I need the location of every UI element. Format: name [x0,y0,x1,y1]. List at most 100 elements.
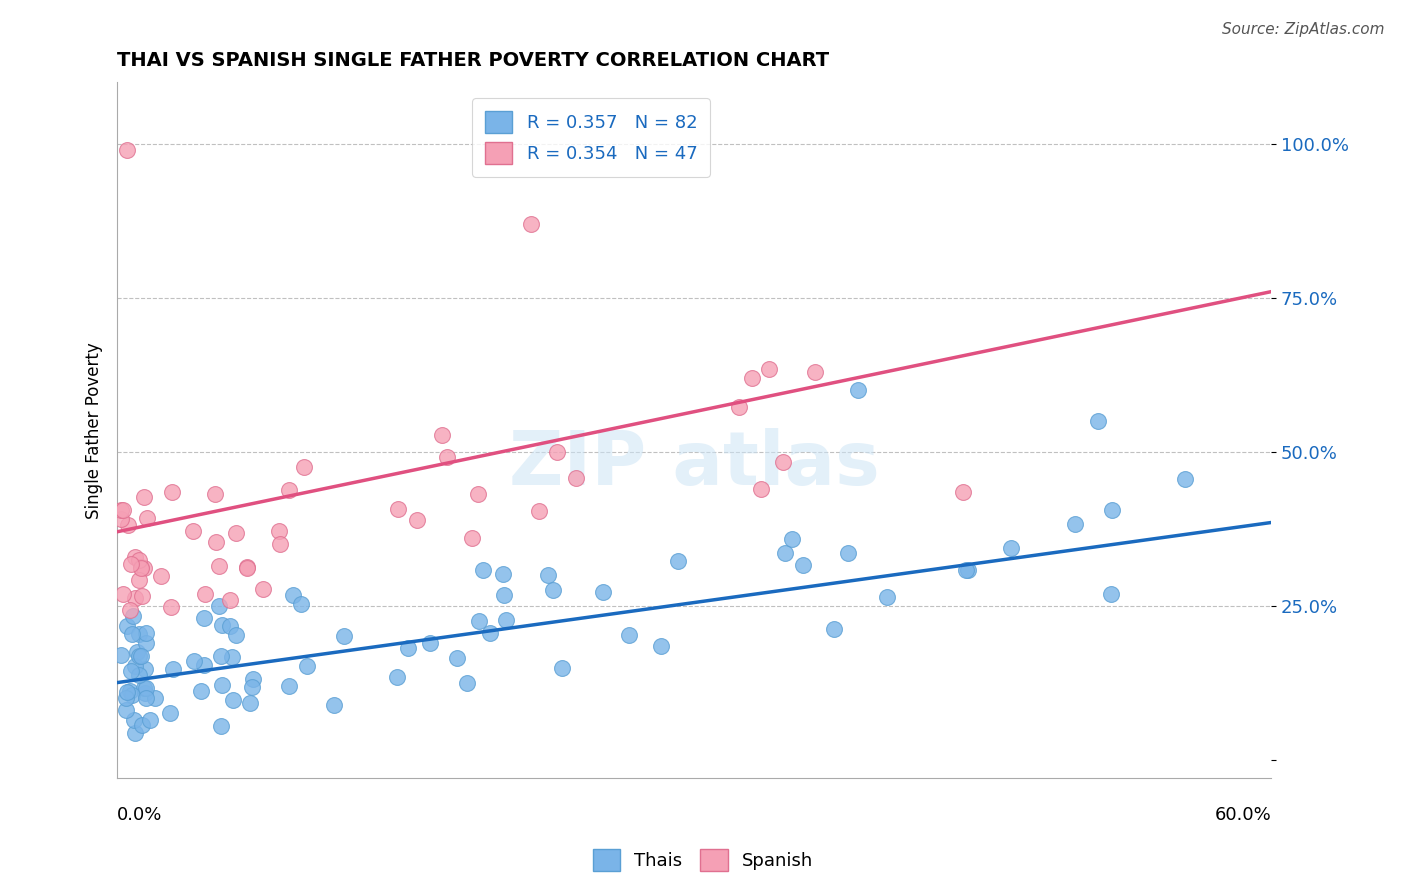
Point [159,706,181,720]
Point [792,558,814,572]
Point [269,537,291,551]
Point [118,603,141,617]
Point [128,668,150,682]
Legend: R = 0.357   N = 82, R = 0.354   N = 47: R = 0.357 N = 82, R = 0.354 N = 47 [472,98,710,177]
Point [132,490,155,504]
Point [125,644,148,658]
Point [846,383,869,397]
Point [1099,587,1122,601]
Point [162,662,184,676]
Point [111,503,134,517]
Point [537,568,560,582]
Point [281,588,304,602]
Point [218,593,240,607]
Point [134,626,156,640]
Text: 60.0%: 60.0% [1215,805,1271,824]
Point [240,680,263,694]
Point [495,613,517,627]
Point [135,690,157,705]
Point [129,559,152,574]
Point [728,400,751,414]
Point [111,587,134,601]
Point [751,482,773,496]
Point [773,546,796,560]
Point [494,588,516,602]
Point [121,627,143,641]
Point [120,558,142,572]
Point [782,532,804,546]
Point [239,696,262,710]
Point [114,703,136,717]
Point [396,641,419,656]
Point [222,692,245,706]
Point [124,591,146,606]
Point [741,371,763,385]
Point [132,561,155,575]
Point [205,534,228,549]
Point [208,558,231,573]
Point [242,672,264,686]
Point [772,455,794,469]
Point [419,635,441,649]
Point [1101,503,1123,517]
Y-axis label: Single Father Poverty: Single Father Poverty [86,342,103,518]
Point [619,628,641,642]
Point [128,573,150,587]
Point [546,445,568,459]
Point [122,713,145,727]
Point [129,560,152,574]
Point [131,649,153,664]
Point [467,614,489,628]
Point [193,611,215,625]
Point [225,628,247,642]
Point [121,688,143,702]
Point [1063,516,1085,531]
Point [115,143,138,157]
Point [110,648,132,663]
Point [143,691,166,706]
Point [758,362,780,376]
Point [122,609,145,624]
Point [541,582,564,597]
Point [446,650,468,665]
Point [110,512,132,526]
Point [136,511,159,525]
Point [117,685,139,699]
Legend: Thais, Spanish: Thais, Spanish [585,842,821,879]
Point [211,617,233,632]
Point [278,679,301,693]
Point [1000,541,1022,556]
Point [432,427,454,442]
Point [876,591,898,605]
Point [1087,414,1109,428]
Point [333,629,356,643]
Point [204,486,226,500]
Point [666,553,689,567]
Point [529,503,551,517]
Point [236,560,259,574]
Point [551,661,574,675]
Text: THAI VS SPANISH SINGLE FATHER POVERTY CORRELATION CHART: THAI VS SPANISH SINGLE FATHER POVERTY CO… [117,51,830,70]
Point [160,600,183,615]
Point [837,546,859,560]
Point [460,532,482,546]
Point [208,599,231,613]
Point [118,684,141,698]
Point [120,664,142,678]
Point [952,484,974,499]
Point [135,636,157,650]
Point [135,681,157,695]
Point [467,487,489,501]
Text: ZIP atlas: ZIP atlas [509,428,880,501]
Point [134,686,156,700]
Point [387,670,409,684]
Point [803,366,825,380]
Point [491,566,513,581]
Point [519,217,541,231]
Point [278,483,301,497]
Point [183,524,205,538]
Point [124,726,146,740]
Point [131,717,153,731]
Point [183,654,205,668]
Point [650,639,672,653]
